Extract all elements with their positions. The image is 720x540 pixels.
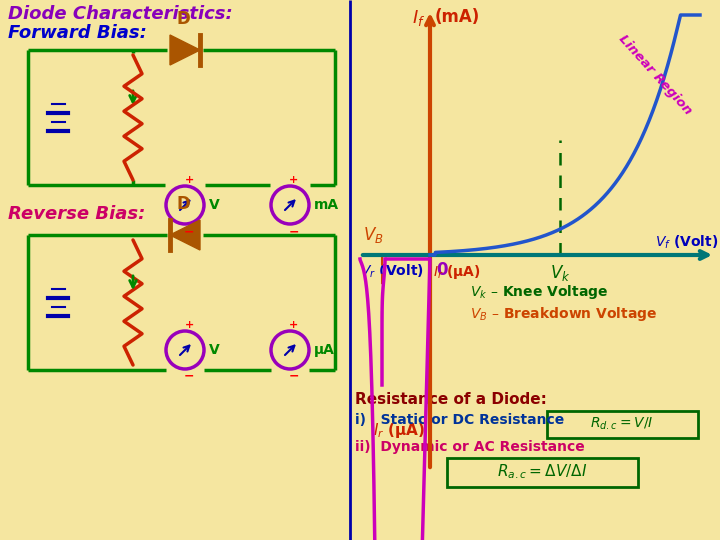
- Text: +: +: [184, 175, 194, 185]
- Text: Diode Characteristics:: Diode Characteristics:: [8, 5, 233, 23]
- Text: $V_B$ – Breakdown Voltage: $V_B$ – Breakdown Voltage: [470, 305, 657, 323]
- Text: $V_r$ (Volt): $V_r$ (Volt): [360, 263, 424, 280]
- Text: −: −: [184, 225, 194, 238]
- Text: D: D: [176, 10, 190, 28]
- Text: Linear Region: Linear Region: [616, 32, 694, 118]
- Circle shape: [166, 331, 204, 369]
- Text: $V_f$ (Volt): $V_f$ (Volt): [654, 234, 718, 251]
- Text: (mA): (mA): [435, 8, 480, 26]
- Text: +: +: [289, 320, 299, 330]
- Text: $V_k$ – Knee Voltage: $V_k$ – Knee Voltage: [470, 283, 608, 301]
- Text: $V_k$: $V_k$: [550, 263, 570, 283]
- Text: $R_{d.c} = V / I$: $R_{d.c} = V / I$: [590, 416, 654, 432]
- Text: +: +: [289, 175, 299, 185]
- Text: i)   Static or DC Resistance: i) Static or DC Resistance: [355, 413, 564, 427]
- Text: −: −: [184, 370, 194, 383]
- Text: V: V: [209, 198, 220, 212]
- Polygon shape: [170, 220, 200, 250]
- Text: +: +: [184, 320, 194, 330]
- Text: $V_B$: $V_B$: [363, 225, 384, 245]
- Text: Reverse Bias:: Reverse Bias:: [8, 205, 145, 223]
- Circle shape: [271, 186, 309, 224]
- Text: ii)  Dynamic or AC Resistance: ii) Dynamic or AC Resistance: [355, 440, 585, 454]
- Circle shape: [166, 186, 204, 224]
- Text: $I_r$ (μA): $I_r$ (μA): [373, 421, 425, 440]
- Text: −: −: [289, 225, 300, 238]
- Text: mA: mA: [314, 198, 339, 212]
- Text: Resistance of a Diode:: Resistance of a Diode:: [355, 392, 547, 407]
- FancyBboxPatch shape: [446, 457, 637, 487]
- FancyBboxPatch shape: [546, 410, 698, 437]
- Text: μA: μA: [314, 343, 335, 357]
- Text: D: D: [176, 195, 190, 213]
- Circle shape: [271, 331, 309, 369]
- Text: $I_r$ (μA): $I_r$ (μA): [433, 263, 481, 281]
- Text: $I_f$: $I_f$: [412, 8, 425, 28]
- Text: $R_{a.c} = \Delta V / \Delta I$: $R_{a.c} = \Delta V / \Delta I$: [497, 463, 587, 481]
- Text: V: V: [209, 343, 220, 357]
- Polygon shape: [170, 35, 200, 65]
- Text: −: −: [289, 370, 300, 383]
- Text: 0: 0: [436, 261, 448, 279]
- Text: Forward Bias:: Forward Bias:: [8, 24, 147, 42]
